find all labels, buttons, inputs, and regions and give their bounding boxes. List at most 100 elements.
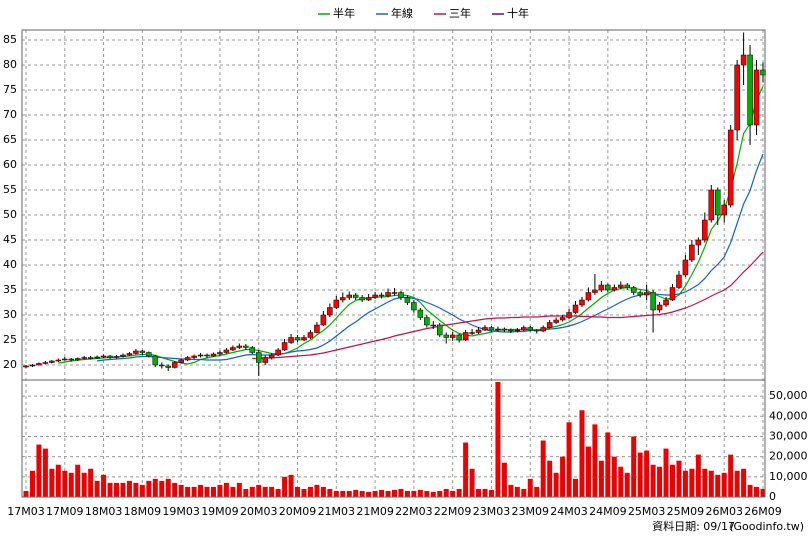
candle-body xyxy=(747,54,753,126)
candle-body xyxy=(230,347,236,351)
candle-body xyxy=(650,292,656,311)
x-tick-label: 26M09 xyxy=(744,505,782,518)
candle-body xyxy=(637,292,643,296)
volume-bar xyxy=(669,464,675,497)
candle-body xyxy=(327,307,333,316)
candle-body xyxy=(579,299,585,306)
axes: 20 25 30 35 40 45 50 55 60 65 70 75 80 85 0 10,000 20,00… xyxy=(3,29,808,518)
y-tick-label: 50 xyxy=(3,208,17,221)
volume-bar xyxy=(159,480,165,497)
volume-bar xyxy=(120,482,126,497)
volume-bar xyxy=(262,486,268,497)
volume-bar xyxy=(62,470,68,497)
volume-bar xyxy=(107,482,113,497)
candle-body xyxy=(294,337,301,341)
volume-bar xyxy=(715,474,721,497)
candle-body xyxy=(656,304,663,311)
volume-bar xyxy=(114,482,120,497)
volume-bar xyxy=(514,486,520,497)
volume-bar xyxy=(372,490,378,497)
volume-bar xyxy=(353,489,359,497)
candle-body xyxy=(301,337,307,341)
candle-body xyxy=(695,239,702,246)
candle-body xyxy=(663,299,669,306)
candle-body xyxy=(197,354,204,357)
candle-body xyxy=(398,292,404,298)
volume-bar xyxy=(178,484,184,497)
volume-bar xyxy=(618,466,624,497)
y-tick-label: 35 xyxy=(3,283,17,296)
volume-bar xyxy=(152,478,158,497)
candle-body xyxy=(314,324,320,333)
volume-bar xyxy=(88,468,94,497)
x-tick-label: 20M03 xyxy=(240,505,278,518)
x-tick-label: 21M03 xyxy=(318,505,356,518)
volume-bar xyxy=(340,490,346,497)
candle-body xyxy=(49,360,55,363)
volume-bar xyxy=(249,486,255,497)
volume-bar xyxy=(682,470,688,497)
x-tick-label: 25M03 xyxy=(628,505,666,518)
candle-body xyxy=(521,327,527,331)
volume-bar xyxy=(165,478,171,497)
candle-body xyxy=(171,362,178,368)
candle-body xyxy=(275,349,281,356)
candle-body xyxy=(514,329,521,332)
volume-bar xyxy=(243,488,249,497)
candle-body xyxy=(624,284,630,288)
volume-bar xyxy=(282,476,288,497)
volume-bar xyxy=(23,490,29,497)
candle-body xyxy=(81,357,87,359)
candle-body xyxy=(146,352,152,357)
candle-body xyxy=(605,284,611,291)
candle-body xyxy=(159,364,165,367)
volume-bar xyxy=(747,484,753,497)
candle-body xyxy=(139,350,146,353)
candle-body xyxy=(475,329,482,333)
candle-body xyxy=(508,329,514,332)
candle-body xyxy=(437,324,443,336)
y-tick-label: 65 xyxy=(3,133,17,146)
candle-body xyxy=(566,312,572,318)
volume-bar xyxy=(592,424,598,497)
candle-body xyxy=(204,354,210,357)
x-tick-label: 19M09 xyxy=(201,505,239,518)
volume-bar xyxy=(333,490,339,497)
candle-body xyxy=(288,337,294,343)
x-tick-label: 22M03 xyxy=(395,505,433,518)
volume-bar xyxy=(392,489,397,497)
candle-body xyxy=(669,287,676,301)
candle-body xyxy=(184,357,191,361)
volume-bar xyxy=(728,454,734,497)
volume-bar xyxy=(450,490,456,497)
volume-bar xyxy=(508,484,514,497)
volume-bar xyxy=(385,490,391,497)
volume-bar xyxy=(547,460,553,497)
x-tick-label: 22M09 xyxy=(434,505,472,518)
y-tick-label: 45 xyxy=(3,233,17,246)
candle-body xyxy=(411,302,417,311)
candle-body xyxy=(546,322,553,328)
volume-bar xyxy=(320,486,326,497)
x-tick-label: 17M03 xyxy=(7,505,45,518)
candle-body xyxy=(527,327,534,331)
y2-tick-label: 10,000 xyxy=(769,470,808,483)
y2-tick-label: 20,000 xyxy=(769,450,808,463)
volume-bar xyxy=(702,468,708,497)
candle-body xyxy=(449,334,456,338)
volume-bar xyxy=(437,490,443,497)
candle-body xyxy=(191,355,197,358)
volume-bar xyxy=(676,460,682,497)
legend-label: 十年 xyxy=(507,6,529,20)
candle-body xyxy=(443,334,449,338)
volume-bar xyxy=(624,472,630,497)
x-tick-label: 23M03 xyxy=(473,505,511,518)
candle-body xyxy=(702,219,708,241)
x-tick-label: 19M03 xyxy=(162,505,200,518)
candle-body xyxy=(255,352,262,363)
y-tick-label: 85 xyxy=(3,33,17,46)
volume-bar xyxy=(695,454,701,497)
y2-tick-label: 0 xyxy=(769,490,776,503)
candle-body xyxy=(727,129,734,206)
volume-bar xyxy=(760,488,766,497)
